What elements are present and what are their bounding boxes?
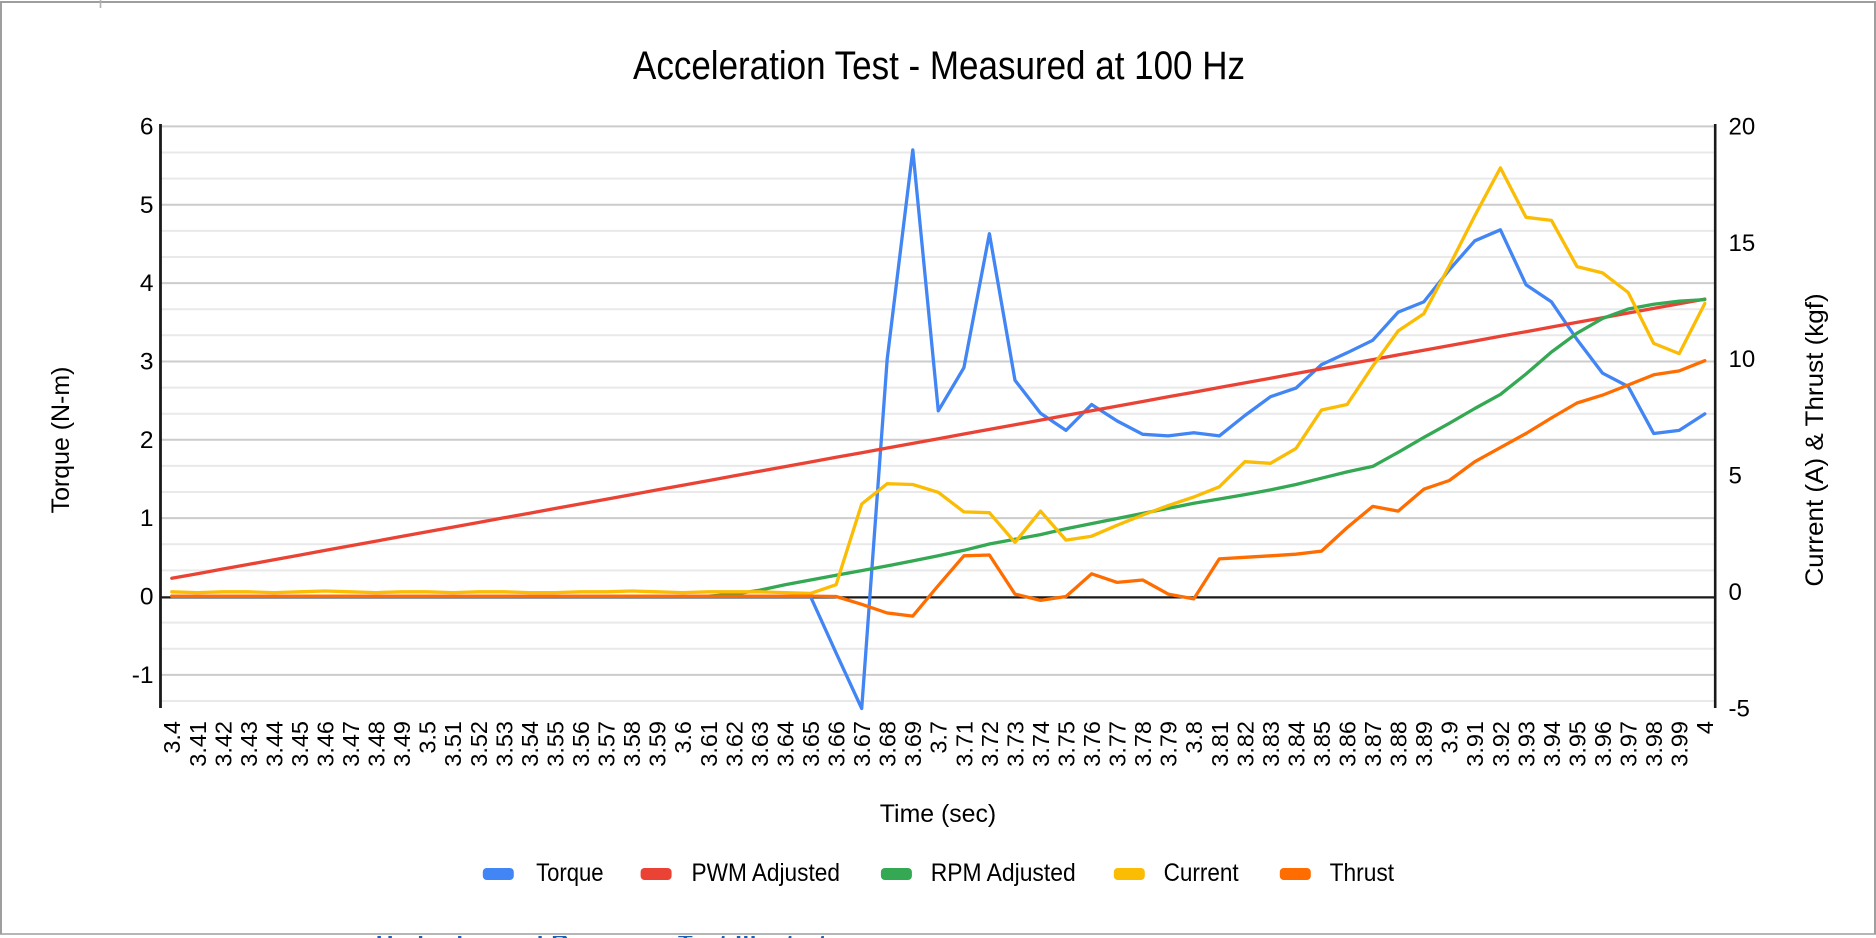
- svg-text:Acceleration Test - Measured a: Acceleration Test - Measured at 100 Hz: [633, 44, 1245, 88]
- svg-text:3.57: 3.57: [594, 721, 620, 767]
- svg-text:3.54: 3.54: [517, 721, 543, 767]
- svg-text:3.55: 3.55: [542, 721, 568, 767]
- svg-text:3.65: 3.65: [798, 721, 824, 767]
- svg-text:3.59: 3.59: [645, 721, 671, 767]
- svg-text:-5: -5: [1729, 695, 1750, 722]
- svg-text:3: 3: [140, 349, 154, 376]
- svg-text:3.92: 3.92: [1488, 721, 1514, 767]
- svg-text:3.62: 3.62: [721, 721, 747, 767]
- svg-text:3.72: 3.72: [977, 721, 1003, 767]
- svg-text:3.94: 3.94: [1539, 721, 1565, 767]
- svg-text:3.41: 3.41: [185, 721, 211, 767]
- svg-text:3.78: 3.78: [1130, 721, 1156, 767]
- svg-text:3.61: 3.61: [696, 721, 722, 767]
- svg-text:3.64: 3.64: [772, 721, 798, 767]
- svg-text:3.53: 3.53: [491, 721, 517, 767]
- svg-text:Torque (N-m): Torque (N-m): [47, 367, 75, 514]
- svg-text:10: 10: [1729, 346, 1756, 373]
- svg-text:3.82: 3.82: [1232, 721, 1258, 767]
- svg-text:5: 5: [1729, 463, 1742, 490]
- svg-text:3.56: 3.56: [568, 721, 594, 767]
- svg-text:15: 15: [1729, 230, 1756, 257]
- svg-text:PWM Adjusted: PWM Adjusted: [692, 859, 840, 887]
- svg-text:3.97: 3.97: [1616, 721, 1642, 767]
- svg-text:3.45: 3.45: [287, 721, 313, 767]
- svg-text:Current (A) & Thrust (kgf): Current (A) & Thrust (kgf): [1801, 293, 1829, 586]
- svg-text:3.85: 3.85: [1309, 721, 1335, 767]
- svg-text:3.71: 3.71: [951, 721, 977, 767]
- svg-text:3.5: 3.5: [415, 721, 441, 754]
- svg-text:3.9: 3.9: [1437, 721, 1463, 754]
- svg-text:3.8: 3.8: [1181, 721, 1207, 754]
- svg-text:3.47: 3.47: [338, 721, 364, 767]
- svg-text:3.77: 3.77: [1105, 721, 1131, 767]
- svg-text:3.83: 3.83: [1258, 721, 1284, 767]
- svg-text:3.99: 3.99: [1667, 721, 1693, 767]
- svg-text:3.42: 3.42: [210, 721, 236, 767]
- svg-text:3.46: 3.46: [313, 721, 339, 767]
- svg-text:3.58: 3.58: [619, 721, 645, 767]
- svg-text:3.88: 3.88: [1386, 721, 1412, 767]
- svg-text:3.66: 3.66: [824, 721, 850, 767]
- svg-text:0: 0: [1729, 579, 1742, 606]
- svg-text:Thrust: Thrust: [1330, 859, 1395, 887]
- svg-text:3.87: 3.87: [1360, 721, 1386, 767]
- svg-text:Time (sec): Time (sec): [880, 800, 996, 828]
- svg-text:3.95: 3.95: [1565, 721, 1591, 767]
- svg-text:3.84: 3.84: [1283, 721, 1309, 767]
- svg-text:3.52: 3.52: [466, 721, 492, 767]
- svg-text:3.74: 3.74: [1028, 721, 1054, 767]
- svg-text:3.79: 3.79: [1156, 721, 1182, 767]
- svg-text:3.81: 3.81: [1207, 721, 1233, 767]
- svg-text:3.76: 3.76: [1079, 721, 1105, 767]
- svg-text:3.6: 3.6: [670, 721, 696, 754]
- svg-text:20: 20: [1729, 113, 1756, 140]
- svg-text:4: 4: [140, 270, 154, 297]
- svg-text:3.86: 3.86: [1335, 721, 1361, 767]
- svg-text:RPM Adjusted: RPM Adjusted: [931, 859, 1076, 887]
- svg-text:3.51: 3.51: [440, 721, 466, 767]
- svg-text:4: 4: [1692, 721, 1718, 734]
- svg-text:3.4: 3.4: [159, 721, 185, 754]
- svg-text:Torque: Torque: [536, 859, 604, 887]
- svg-text:5: 5: [140, 192, 154, 219]
- svg-text:0: 0: [140, 584, 154, 611]
- svg-text:3.49: 3.49: [389, 721, 415, 767]
- svg-text:Current: Current: [1164, 859, 1239, 887]
- svg-text:3.48: 3.48: [364, 721, 390, 767]
- svg-text:3.93: 3.93: [1513, 721, 1539, 767]
- svg-text:3.75: 3.75: [1054, 721, 1080, 767]
- svg-text:1: 1: [140, 505, 154, 532]
- svg-text:3.43: 3.43: [236, 721, 262, 767]
- svg-text:6: 6: [140, 114, 154, 141]
- svg-text:3.73: 3.73: [1002, 721, 1028, 767]
- svg-text:-1: -1: [132, 662, 154, 689]
- svg-text:3.69: 3.69: [900, 721, 926, 767]
- svg-text:3.68: 3.68: [875, 721, 901, 767]
- svg-text:3.91: 3.91: [1462, 721, 1488, 767]
- svg-text:2: 2: [140, 427, 154, 454]
- svg-text:3.44: 3.44: [261, 721, 287, 767]
- svg-text:3.7: 3.7: [926, 721, 952, 754]
- svg-text:3.67: 3.67: [849, 721, 875, 767]
- svg-text:3.96: 3.96: [1590, 721, 1616, 767]
- svg-text:3.63: 3.63: [747, 721, 773, 767]
- svg-text:3.98: 3.98: [1641, 721, 1667, 767]
- svg-text:3.89: 3.89: [1411, 721, 1437, 767]
